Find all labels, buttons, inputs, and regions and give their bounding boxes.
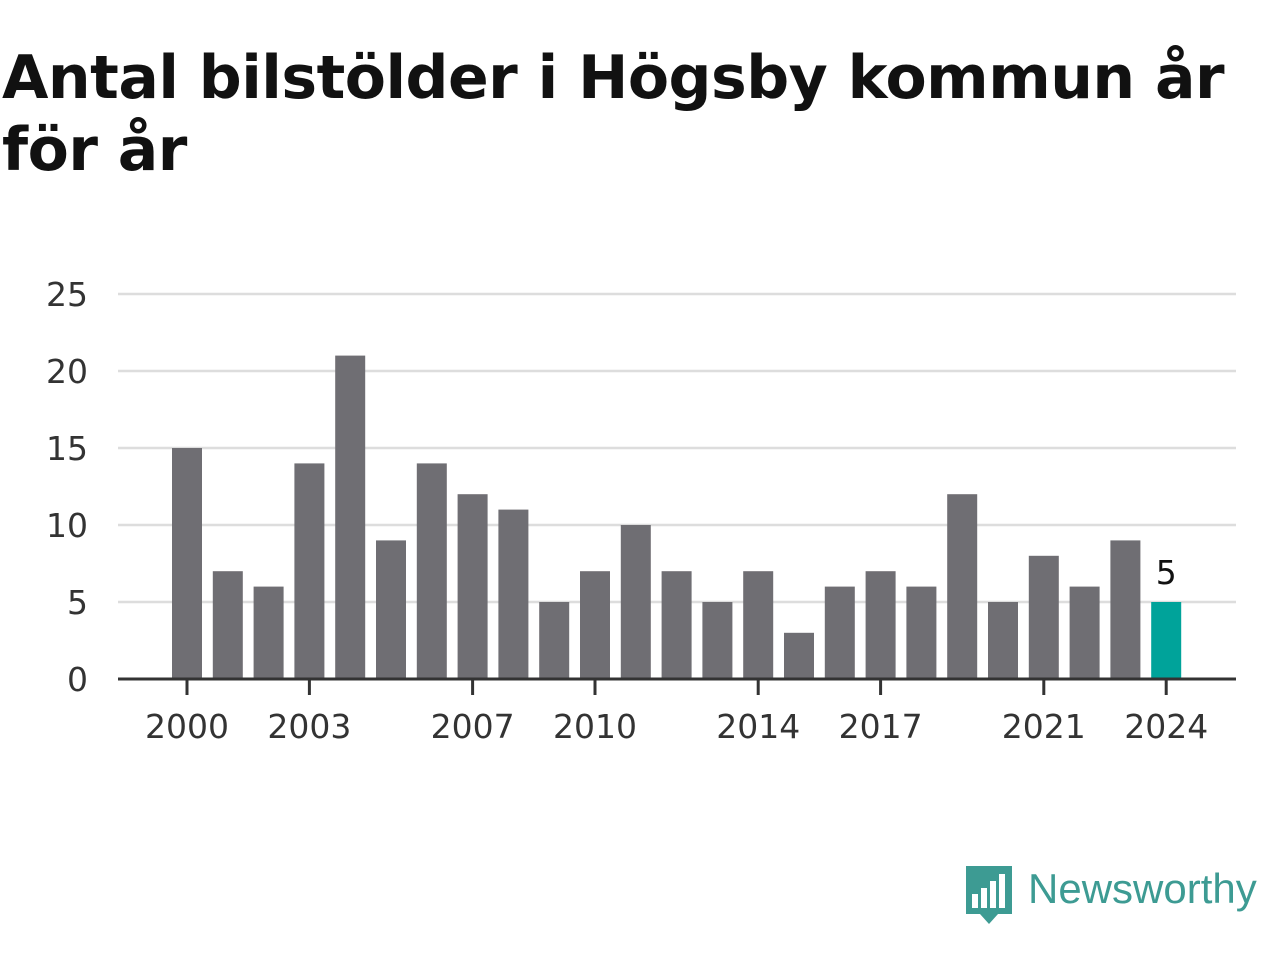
data-label-2024: 5: [1156, 553, 1177, 592]
y-tick-label: 0: [67, 660, 88, 699]
brand-name: Newsworthy: [1028, 865, 1257, 912]
bar-2017: [865, 571, 896, 679]
grid-lines: [118, 292, 1236, 604]
bar-2019: [947, 494, 978, 679]
x-tick-label: 2000: [145, 707, 229, 746]
bar-2001: [212, 571, 243, 679]
bar-chart-speech-bubble-icon: [966, 866, 1012, 924]
y-tick-label: 5: [67, 583, 88, 622]
bar-2007: [457, 494, 488, 679]
x-tick-label: 2007: [431, 707, 515, 746]
bar-2005: [376, 540, 406, 679]
newsworthy-logo[interactable]: Newsworthy: [964, 864, 1257, 926]
data-labels: 5: [1156, 553, 1177, 592]
x-tick-label: 2003: [267, 707, 351, 746]
bar-2002: [253, 586, 284, 679]
x-tick-label: 2021: [1002, 707, 1086, 746]
y-tick-label: 20: [46, 352, 88, 391]
y-tick-label: 15: [46, 429, 88, 468]
bar-2009: [539, 602, 570, 679]
bar-2003: [294, 463, 325, 679]
chart-title: Antal bilstölder i Högsby kommun år för …: [2, 43, 1225, 185]
y-axis-ticks: 0 5 10 15 20 25: [46, 275, 88, 699]
y-tick-label: 25: [46, 275, 88, 314]
bar-2016: [824, 586, 855, 679]
bars: [172, 355, 1182, 679]
bar-2008: [498, 509, 529, 679]
bar-2022: [1069, 586, 1100, 679]
x-tick-label: 2014: [716, 707, 800, 746]
bar-2023: [1110, 540, 1141, 679]
bar-2006: [416, 463, 447, 679]
bar-2018: [906, 586, 937, 679]
bar-2020: [988, 602, 1018, 679]
y-tick-label: 10: [46, 506, 88, 545]
bar-2015: [784, 632, 814, 679]
x-tick-label: 2017: [839, 707, 923, 746]
bar-2024: [1151, 602, 1182, 679]
x-tick-label: 2010: [553, 707, 637, 746]
bar-2012: [661, 571, 692, 679]
bar-2014: [743, 571, 774, 679]
x-axis-ticks: 2000 2003 2007 2010 2014 2017 2021 2024: [145, 679, 1208, 746]
x-tick-label: 2024: [1124, 707, 1208, 746]
bar-2021: [1028, 555, 1059, 679]
bar-2013: [702, 602, 733, 679]
bar-2004: [335, 355, 366, 679]
bar-2010: [580, 571, 610, 679]
bar-2011: [620, 525, 651, 679]
bar-2000: [172, 448, 202, 679]
